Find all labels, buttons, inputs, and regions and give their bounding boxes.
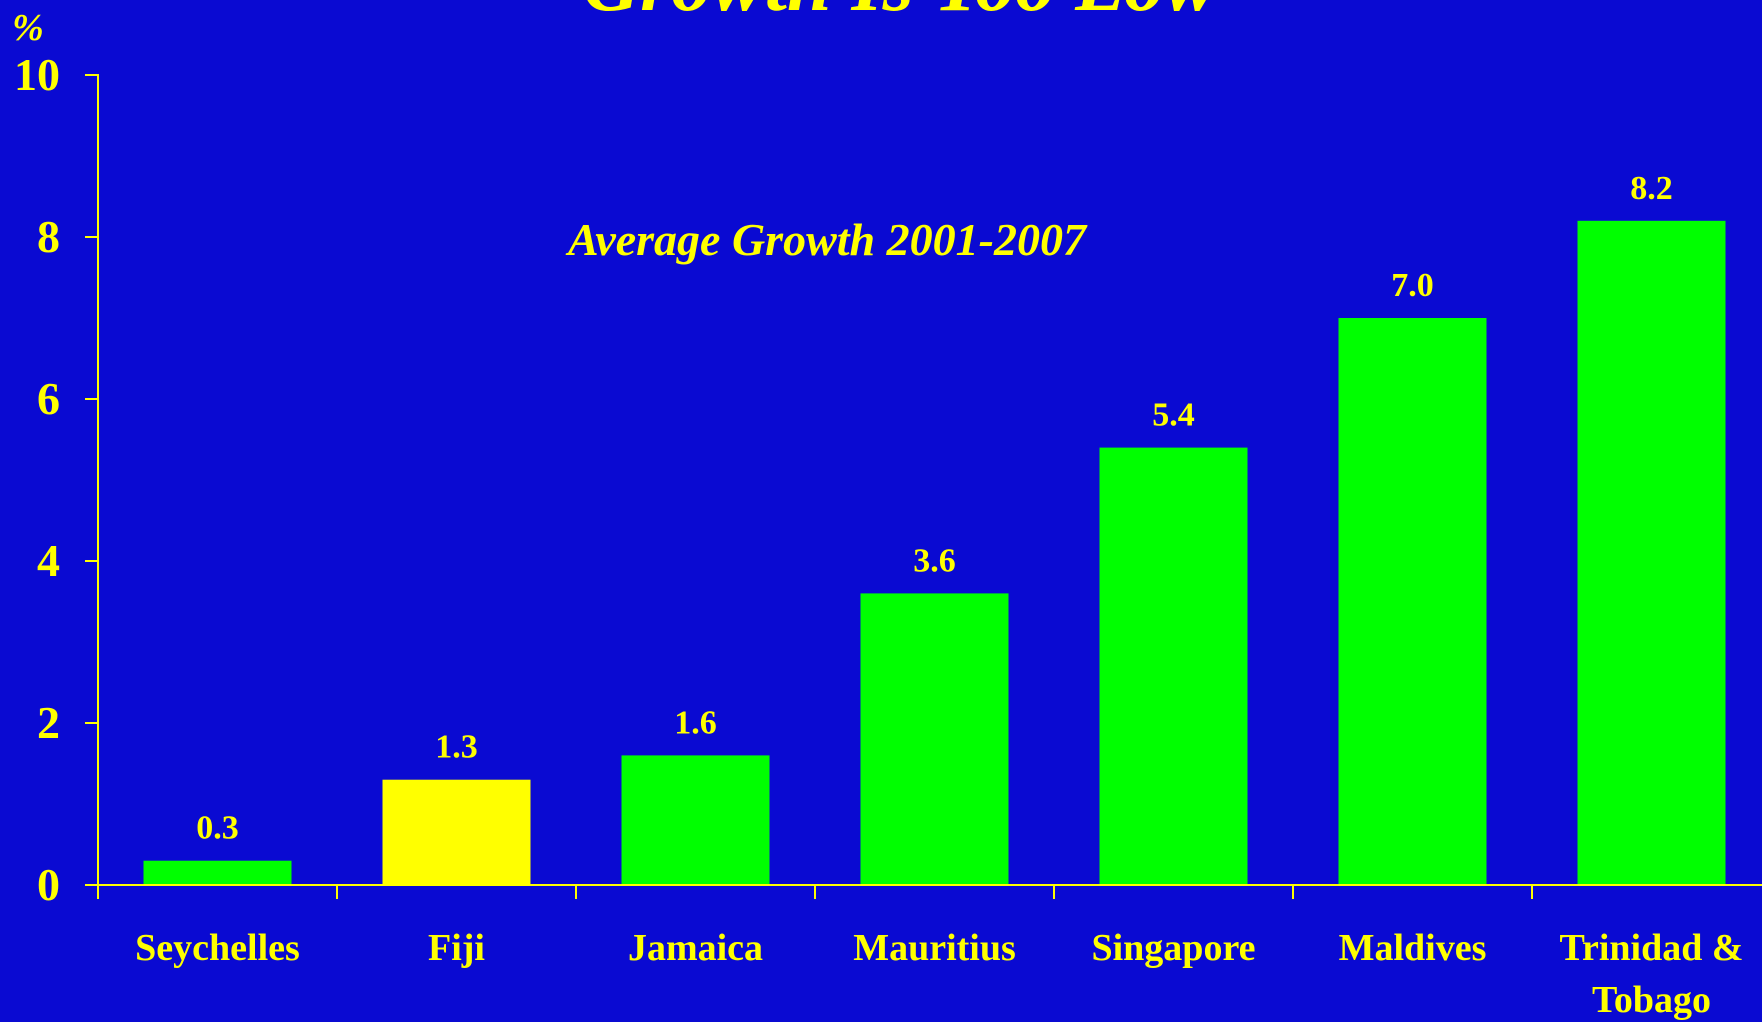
y-tick-label: 2: [37, 697, 60, 748]
x-tick-label: Seychelles: [135, 927, 300, 969]
bars-group: [143, 220, 1726, 886]
bar-jamaica: [621, 755, 770, 885]
x-tick-label: Fiji: [428, 927, 485, 969]
value-label: 5.4: [1152, 397, 1195, 434]
y-axis-unit-label: %: [12, 7, 44, 49]
x-tick-label: Maldives: [1339, 927, 1487, 969]
value-label: 1.6: [674, 704, 717, 741]
chart-title: Growth Is Too Low: [583, 0, 1219, 28]
chart-subtitle: Average Growth 2001-2007: [565, 214, 1088, 265]
bar-fiji: [382, 779, 531, 885]
x-tick-label: Tobago: [1592, 979, 1711, 1021]
bar-seychelles: [143, 860, 292, 885]
value-label: 1.3: [435, 729, 478, 766]
x-tick-label: Trinidad &: [1559, 927, 1743, 969]
y-tick-label: 4: [37, 535, 60, 586]
value-label: 3.6: [913, 542, 956, 579]
bar-trinidad-tobago: [1577, 220, 1726, 886]
value-labels-group: 0.3 1.3 1.6 3.6 5.4 7.0 8.2: [196, 170, 1673, 847]
y-tick-label: 8: [37, 211, 60, 262]
bar-maldives: [1338, 318, 1487, 885]
x-axis: [97, 884, 1762, 899]
value-label: 0.3: [196, 810, 239, 847]
x-tick-label: Singapore: [1091, 927, 1255, 969]
bar-mauritius: [860, 593, 1009, 885]
x-tick-label: Mauritius: [853, 927, 1016, 969]
bar-singapore: [1099, 447, 1248, 885]
y-axis: 0 2 4 6 8 10: [14, 49, 99, 910]
x-tick-label: Jamaica: [628, 927, 763, 969]
y-tick-label: 10: [14, 49, 60, 100]
value-label: 7.0: [1391, 267, 1434, 304]
y-tick-label: 0: [37, 859, 60, 910]
y-tick-label: 6: [37, 373, 60, 424]
value-label: 8.2: [1630, 170, 1673, 207]
x-tick-labels-group: Seychelles Fiji Jamaica Mauritius Singapore M…: [135, 927, 1743, 1021]
